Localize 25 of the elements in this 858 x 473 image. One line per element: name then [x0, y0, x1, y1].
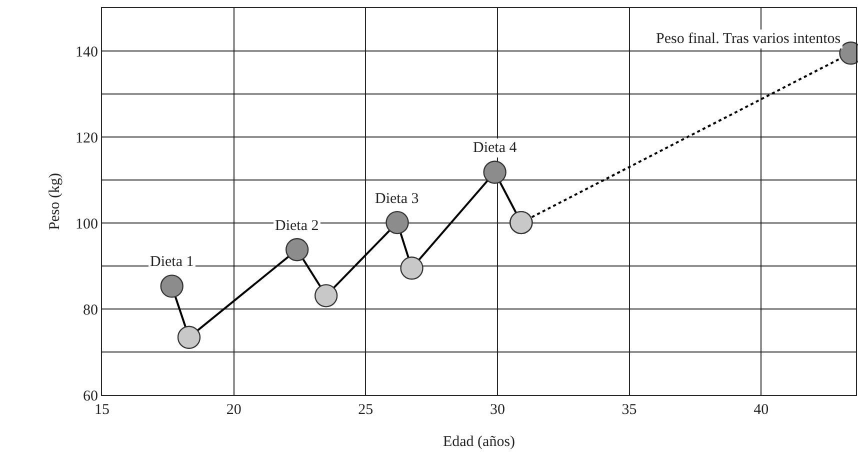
y-tick-label: 140 — [76, 44, 98, 60]
annotation: Dieta 3 — [375, 191, 419, 207]
annotation: Dieta 4 — [473, 140, 518, 156]
y-tick-label: 80 — [83, 302, 98, 318]
point — [286, 238, 309, 262]
y-tick-label: 60 — [83, 388, 98, 404]
y-tick-label: 100 — [76, 216, 98, 232]
x-tick-label: 20 — [226, 402, 242, 418]
point — [160, 274, 184, 298]
point — [483, 160, 506, 184]
point — [400, 256, 424, 280]
y-axis-title: Peso (kg) — [46, 172, 63, 230]
x-tick-label: 35 — [622, 402, 637, 418]
x-tick-label: 30 — [490, 402, 505, 418]
annotation: Dieta 1 — [150, 254, 194, 270]
x-axis-title: Edad (años) — [442, 434, 516, 450]
point — [177, 326, 201, 349]
y-tick-label: 120 — [76, 130, 98, 146]
point — [386, 210, 409, 234]
x-tick-label: 40 — [754, 402, 769, 418]
x-tick-label: 25 — [358, 402, 374, 418]
annotation: Dieta 2 — [275, 218, 319, 234]
x-tick-label: 15 — [94, 402, 110, 418]
annotation: Peso final. Tras varios intentos — [656, 31, 841, 47]
point — [314, 284, 338, 308]
